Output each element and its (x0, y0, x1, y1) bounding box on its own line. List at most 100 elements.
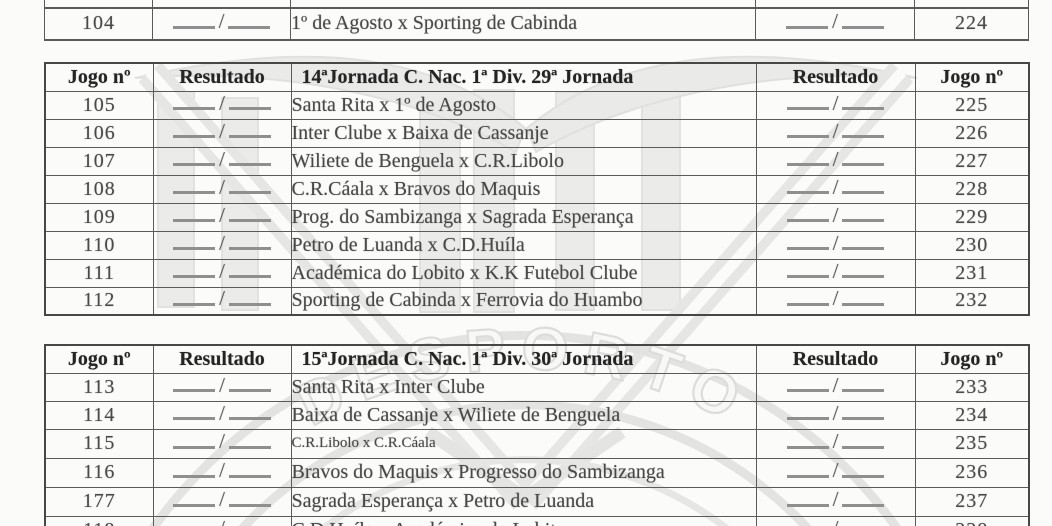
match-label: C.R.Libolo x C.R.Cáala (290, 428, 757, 459)
jogo-number-left: 104 (44, 7, 153, 41)
score-blank-line (173, 219, 216, 223)
score-blank-line (228, 503, 271, 507)
score-slash: / (219, 487, 225, 512)
resultado-cell: / (152, 428, 292, 459)
match-label: Prog. do Sambizanga x Sagrada Esperança (290, 202, 757, 232)
resultado-cell: / (152, 400, 292, 430)
score-blank-line (842, 135, 885, 139)
score-blank-line (173, 275, 216, 279)
match-label: Petro de Luanda x C.D.Huíla (290, 230, 757, 260)
score-blank-line (786, 25, 829, 29)
score-blank-line (842, 503, 885, 507)
jogo-number-left: 111 (44, 258, 154, 288)
resultado-cell: / (152, 486, 292, 517)
score-blank-line (228, 107, 271, 111)
jogo-number-right: 238 (914, 515, 1030, 526)
score-slash: / (832, 401, 839, 425)
header-resultado-right: Resultado (755, 62, 916, 92)
resultado-cell: / (152, 202, 292, 232)
score-slash: / (832, 203, 839, 227)
table-header-row: Jogo nº Resultado 14ªJornada C. Nac. 1ª … (44, 62, 1030, 92)
score-blank-line (228, 25, 271, 29)
score-blank-line (228, 247, 271, 251)
score-slash: / (832, 119, 839, 143)
score-slash: / (219, 0, 225, 1)
jogo-number-left: 112 (44, 286, 154, 316)
table-row: 116 / Bravos do Maquis x Progresso do Sa… (44, 457, 1030, 488)
score-blank-line (786, 303, 829, 307)
score-slash: / (219, 119, 225, 143)
resultado-cell: / (755, 146, 916, 176)
resultado-cell: / (152, 515, 292, 526)
match-label: Académica do Lobito x K.K Futebol Clube (290, 258, 757, 288)
score-blank-line (786, 503, 829, 507)
resultado-cell: / (755, 7, 915, 41)
resultado-cell: / (755, 286, 916, 316)
header-resultado-left: Resultado (152, 62, 292, 92)
score-blank-line (173, 474, 216, 478)
score-blank-line (786, 107, 829, 111)
jogo-number-left: 115 (44, 428, 154, 459)
jogo-number-left: 106 (44, 118, 154, 148)
score-blank-line (173, 191, 216, 195)
resultado-cell: / (755, 230, 916, 260)
table-row: 108 / C.R.Cáala x Bravos do Maquis / 228 (44, 174, 1030, 204)
resultado-cell: / (152, 457, 292, 488)
score-slash: / (219, 259, 225, 283)
resultado-cell: / (755, 258, 916, 288)
resultado-cell: / (755, 118, 916, 148)
score-blank-line (842, 219, 885, 223)
jogo-number-left: 114 (44, 400, 154, 430)
score-blank-line (786, 219, 829, 223)
jogo-number-right: 228 (914, 174, 1030, 204)
score-blank-line (173, 303, 216, 307)
score-slash: / (832, 259, 839, 283)
score-blank-line (842, 474, 885, 478)
table-row: 118 / C.D.Huíla x Académica do Lobito / … (44, 515, 1030, 526)
score-blank-line (228, 135, 271, 139)
resultado-cell: / (152, 146, 292, 176)
resultado-cell: / (755, 457, 916, 488)
resultado-cell: / (755, 174, 916, 204)
jogo-number-right: 236 (914, 457, 1030, 488)
table-row-partial: / / (44, 0, 1029, 9)
jogo-number-left: 108 (44, 174, 154, 204)
jogo-number-right: 227 (914, 146, 1030, 176)
resultado-cell: / (755, 515, 916, 526)
score-slash: / (219, 91, 225, 115)
jogo-number-left (44, 0, 153, 9)
match-label: Sporting de Cabinda x Ferrovia do Huambo (290, 286, 757, 316)
score-blank-line (228, 219, 271, 223)
score-slash: / (832, 458, 839, 483)
jogo-number-right: 235 (914, 428, 1030, 459)
score-slash: / (832, 231, 839, 255)
score-blank-line (228, 303, 271, 307)
score-blank-line (786, 135, 829, 139)
score-blank-line (786, 247, 829, 251)
score-slash: / (832, 91, 839, 115)
match-label: Santa Rita x 1º de Agosto (290, 90, 757, 120)
resultado-cell: / (755, 90, 916, 120)
jogo-number-left: 177 (44, 486, 154, 517)
table-row: 177 / Sagrada Esperança x Petro de Luand… (44, 486, 1030, 517)
match-label: Inter Clube x Baixa de Cassanje (290, 118, 757, 148)
table-header-row: Jogo nº Resultado 15ªJornada C. Nac. 1ª … (44, 344, 1030, 374)
resultado-cell: / (152, 174, 292, 204)
score-slash: / (832, 487, 839, 512)
match-label: Sagrada Esperança x Petro de Luanda (290, 486, 757, 517)
score-blank-line (786, 191, 829, 195)
header-jogo-left: Jogo nº (44, 344, 154, 374)
score-slash: / (219, 429, 225, 454)
match-label (290, 0, 756, 9)
resultado-cell: / (755, 428, 916, 459)
match-label: C.R.Cáala x Bravos do Maquis (290, 174, 757, 204)
header-jogo-right: Jogo nº (914, 62, 1030, 92)
score-blank-line (228, 389, 271, 393)
table-row: 115 / C.R.Libolo x C.R.Cáala / 235 (44, 428, 1030, 459)
match-label: Santa Rita x Inter Clube (290, 372, 757, 402)
jogo-number-right: 237 (914, 486, 1030, 517)
resultado-cell: / (152, 90, 292, 120)
table-row: 113 / Santa Rita x Inter Clube / 233 (44, 372, 1030, 402)
resultado-cell: / (152, 118, 292, 148)
